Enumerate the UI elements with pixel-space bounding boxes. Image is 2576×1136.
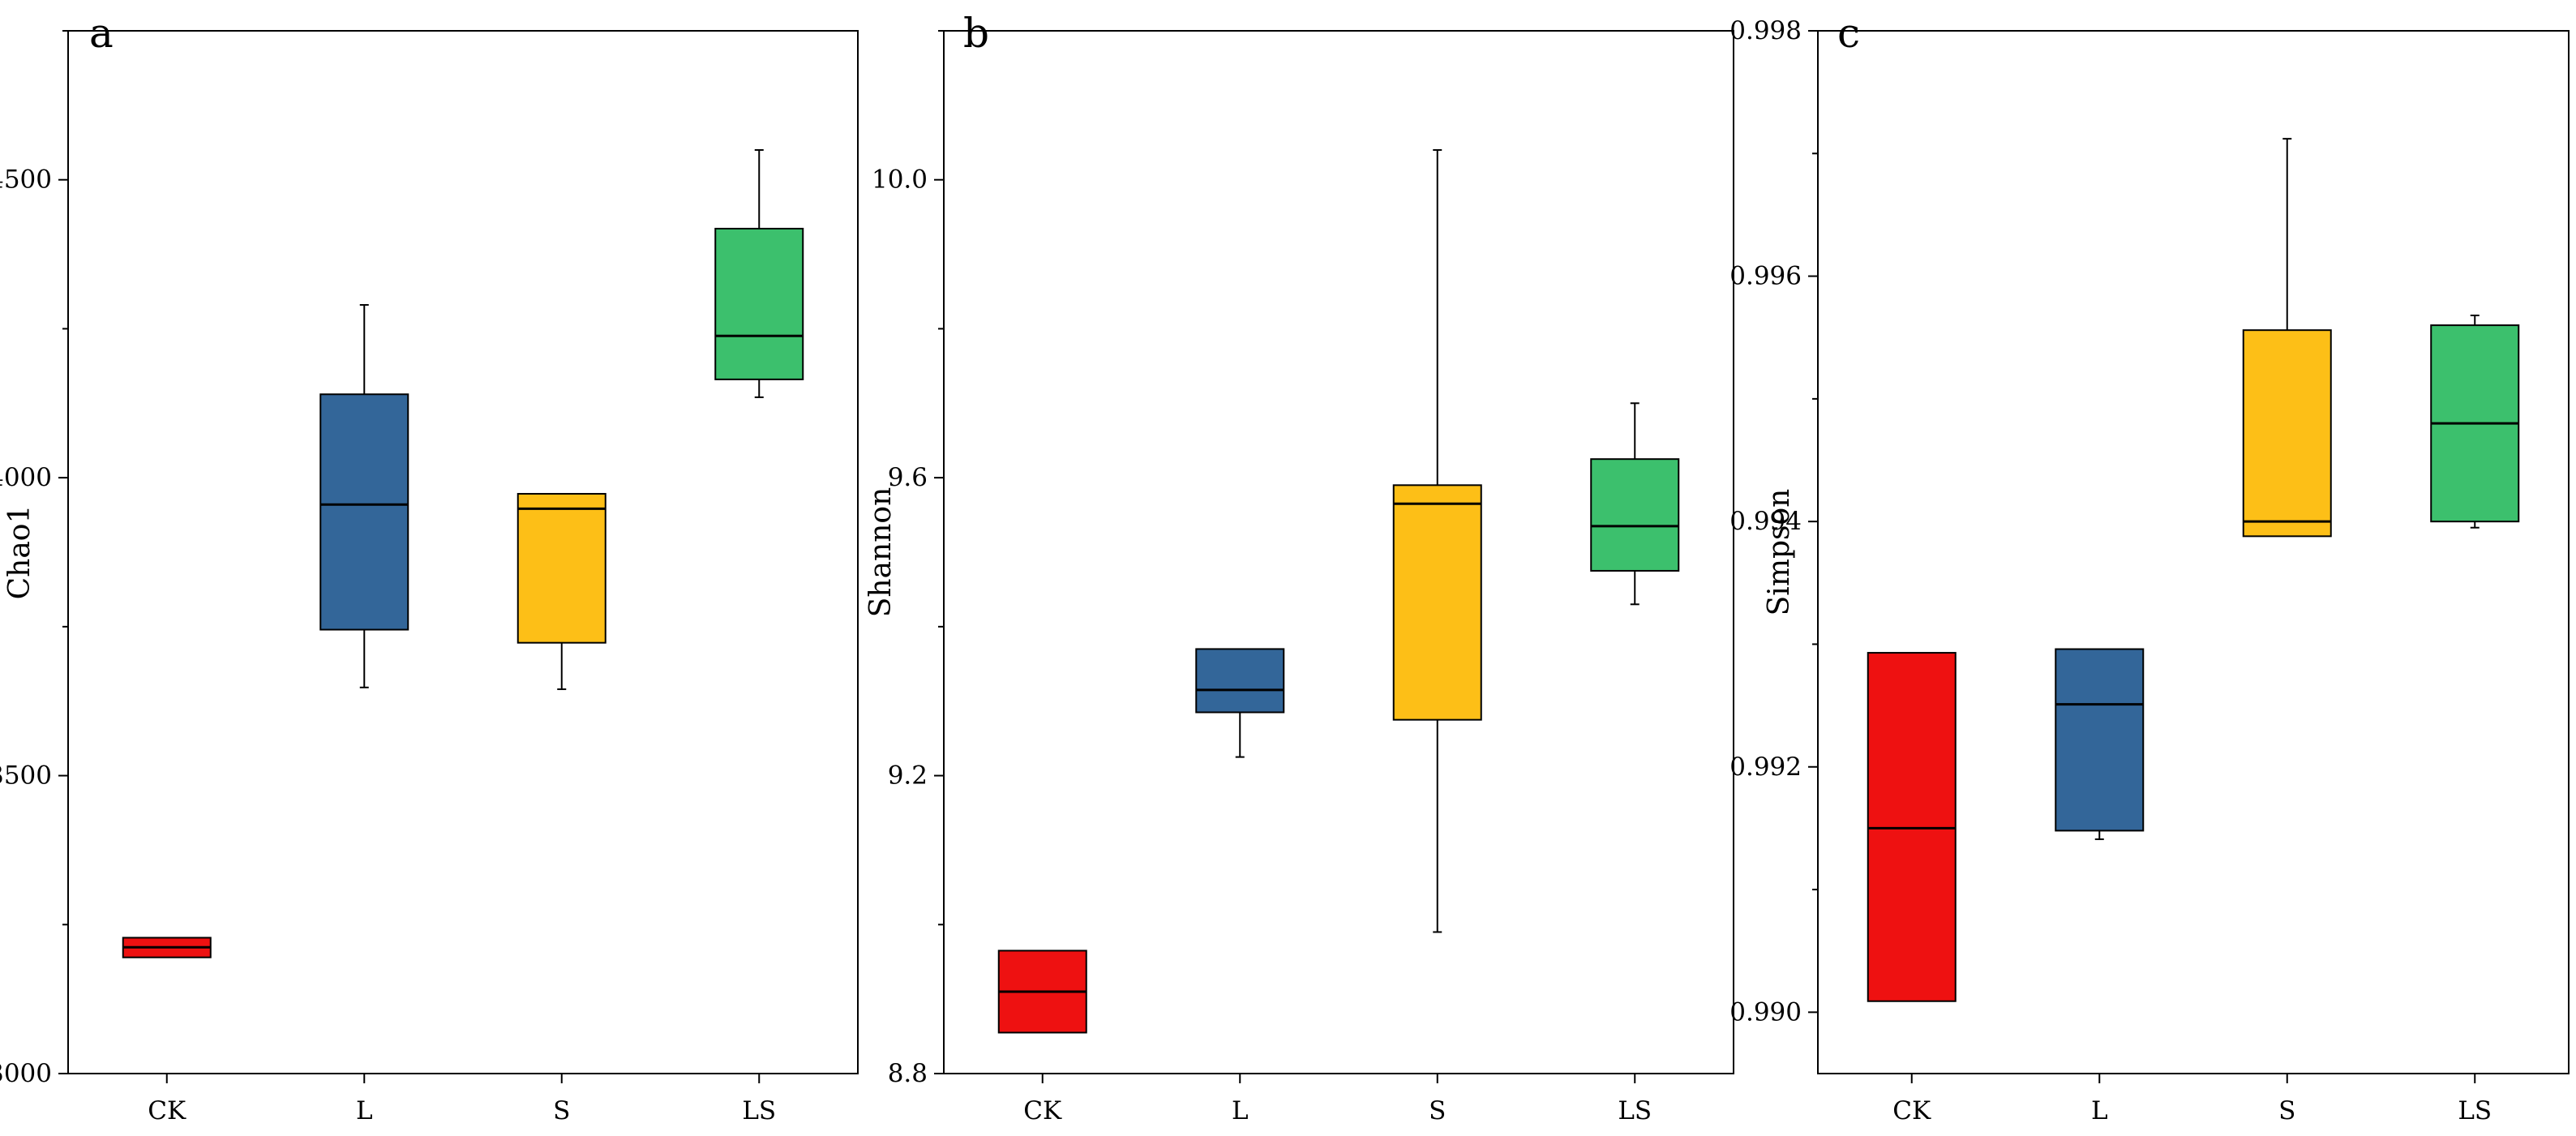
y-tick-label: 3500 xyxy=(0,761,52,791)
x-tick-label: S xyxy=(2278,1096,2295,1125)
x-tick-label: LS xyxy=(2458,1096,2492,1125)
box-L xyxy=(1195,648,1285,714)
y-tick-label: 4000 xyxy=(0,463,52,492)
box-S xyxy=(516,492,606,644)
plot-frame xyxy=(67,30,859,1074)
y-tick-label: 9.2 xyxy=(888,761,928,791)
box-L xyxy=(319,393,409,631)
plot-frame xyxy=(943,30,1734,1074)
y-tick-label: 8.8 xyxy=(888,1059,928,1088)
x-tick-label: LS xyxy=(1618,1096,1652,1125)
x-tick-label: CK xyxy=(1023,1096,1062,1125)
panel-letter: c xyxy=(1837,10,1860,57)
plot-frame xyxy=(1817,30,2570,1074)
x-tick-label: LS xyxy=(742,1096,776,1125)
y-axis-title: Chao1 xyxy=(3,505,36,600)
y-tick-label: 0.998 xyxy=(1729,16,1802,45)
x-tick-label: L xyxy=(356,1096,373,1125)
panel-letter: b xyxy=(963,10,989,57)
x-tick-label: S xyxy=(1429,1096,1446,1125)
y-tick-label: 0.994 xyxy=(1729,507,1802,536)
x-tick-label: CK xyxy=(148,1096,186,1125)
y-axis-title: Simpson xyxy=(1763,489,1796,616)
y-tick-label: 0.996 xyxy=(1729,262,1802,291)
box-CK xyxy=(1867,652,1957,1002)
y-tick-label: 4500 xyxy=(0,165,52,195)
y-tick-label: 10.0 xyxy=(872,165,928,195)
box-S xyxy=(1392,484,1482,721)
y-tick-label: 3000 xyxy=(0,1059,52,1088)
x-tick-label: L xyxy=(2091,1096,2108,1125)
y-tick-label: 9.6 xyxy=(888,463,928,492)
box-LS xyxy=(1590,458,1680,572)
x-tick-label: S xyxy=(553,1096,570,1125)
y-tick-label: 0.992 xyxy=(1729,752,1802,782)
x-tick-label: L xyxy=(1232,1096,1249,1125)
x-tick-label: CK xyxy=(1892,1096,1931,1125)
box-S xyxy=(2242,329,2332,538)
panel-letter: a xyxy=(89,10,114,57)
panel-a: aChao13000350040004500CKLSLS xyxy=(0,10,859,1125)
y-axis-title: Shannon xyxy=(864,487,898,618)
box-L xyxy=(2055,648,2145,832)
y-tick-label: 0.990 xyxy=(1729,997,1802,1027)
box-LS xyxy=(714,227,804,380)
